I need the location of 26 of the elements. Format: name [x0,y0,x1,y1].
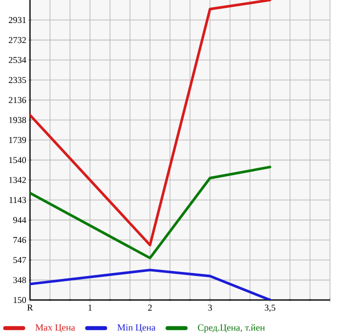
y-tick-label: 1143 [10,197,26,204]
y-tick-label: 547 [13,257,26,264]
legend-label: Max Цена [35,324,76,333]
line-series [30,166,272,260]
x-tick-label: 3,5 [264,304,276,312]
x-tick-label: 1 [88,304,92,311]
y-tick-label: 2335 [8,77,26,84]
y-tick-label: 1342 [9,176,26,184]
y-tick-label: 348 [13,277,26,284]
y-tick-label: 2534 [8,56,26,64]
legend-label: Min Цена [117,324,156,333]
y-tick-label: 1540 [9,157,26,164]
y-tick-label: 150 [14,296,26,304]
y-tick-label: 2732 [8,37,26,44]
y-tick-label: 2136 [8,97,26,104]
y-tick-label: 1938 [9,116,26,124]
x-tick-label: 3 [208,304,212,311]
legend-label: Сред.Цена, т.йен [198,324,265,333]
y-tick-label: 746 [14,236,26,244]
y-tick-label: 1739 [9,137,26,144]
line-series [30,268,272,300]
x-tick-label: R [27,304,33,311]
y-tick-label: 944 [13,217,26,224]
x-tick-label: 2 [148,304,152,311]
y-tick-label: 2931 [8,17,26,24]
line-series [30,0,272,246]
